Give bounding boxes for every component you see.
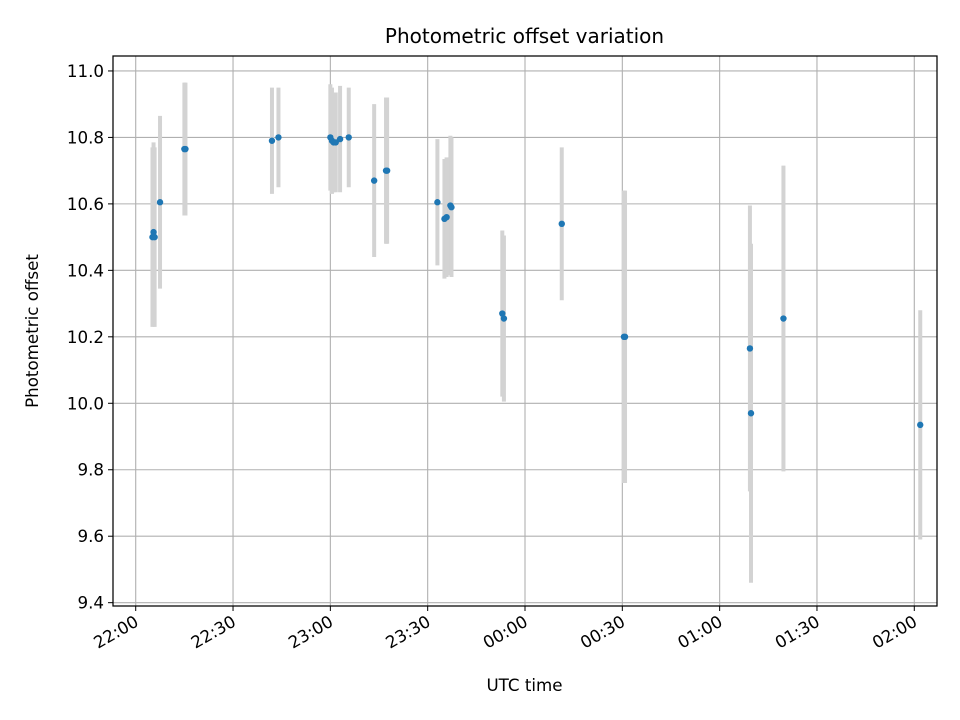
data-point (448, 204, 455, 211)
data-point (336, 135, 344, 143)
x-tick-label: 02:00 (869, 611, 921, 652)
y-tick-label: 9.6 (77, 526, 104, 546)
y-tick-label: 9.4 (77, 593, 104, 613)
y-tick-label: 9.8 (77, 460, 104, 480)
data-point (345, 134, 352, 141)
data-point (780, 315, 787, 322)
x-tick-label: 00:30 (577, 611, 629, 652)
data-point (499, 310, 506, 317)
data-point (332, 139, 339, 146)
y-tick-label: 10.6 (67, 194, 104, 214)
data-point (434, 199, 441, 206)
data-points (149, 134, 924, 429)
data-point (275, 134, 282, 141)
data-point (268, 137, 276, 144)
data-point (151, 233, 158, 241)
y-tick-label: 11.0 (67, 61, 104, 81)
y-tick-label: 10.0 (67, 393, 104, 413)
y-axis-label: Photometric offset (22, 254, 42, 408)
x-tick-label: 00:00 (479, 611, 531, 652)
y-tick-label: 10.8 (67, 127, 104, 147)
data-point (621, 333, 629, 341)
y-tick-label: 10.4 (67, 260, 104, 280)
data-point (443, 213, 450, 221)
error-bars (150, 82, 923, 583)
x-tick-label: 01:00 (674, 611, 726, 652)
x-tick-label: 01:30 (771, 611, 823, 652)
data-point (746, 345, 754, 352)
grid (113, 56, 937, 606)
x-tick-label: 23:00 (285, 611, 337, 652)
data-point (500, 315, 508, 322)
x-tick-label: 22:30 (187, 611, 239, 652)
data-point (558, 220, 565, 228)
data-point (917, 421, 924, 429)
x-tick-label: 22:00 (90, 611, 142, 652)
data-point (156, 199, 164, 206)
data-point (370, 177, 378, 184)
axis-ticks: 22:00 22:30 23:00 23:30 00:00 00:30 01:00 01:30… (67, 61, 920, 653)
x-axis-label: UTC time (486, 675, 562, 695)
chart-title: Photometric offset variation (385, 24, 664, 48)
data-point (747, 410, 755, 417)
x-tick-label: 23:30 (382, 611, 434, 652)
data-point (383, 167, 391, 174)
data-point (150, 228, 157, 236)
data-point (182, 145, 189, 153)
y-tick-label: 10.2 (67, 327, 104, 347)
